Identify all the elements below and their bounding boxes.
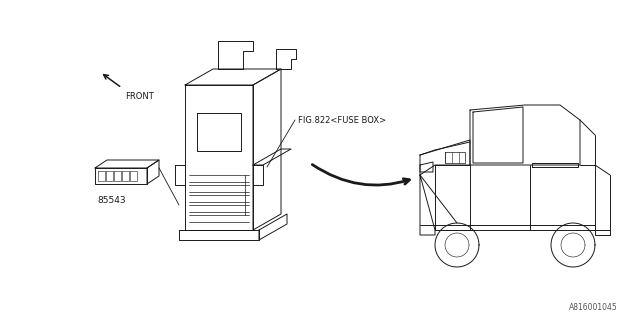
- FancyArrowPatch shape: [312, 164, 410, 185]
- Text: A816001045: A816001045: [569, 303, 618, 312]
- Text: FRONT: FRONT: [125, 92, 154, 101]
- Text: FIG.822<FUSE BOX>: FIG.822<FUSE BOX>: [298, 116, 386, 124]
- Text: 85543: 85543: [97, 196, 125, 205]
